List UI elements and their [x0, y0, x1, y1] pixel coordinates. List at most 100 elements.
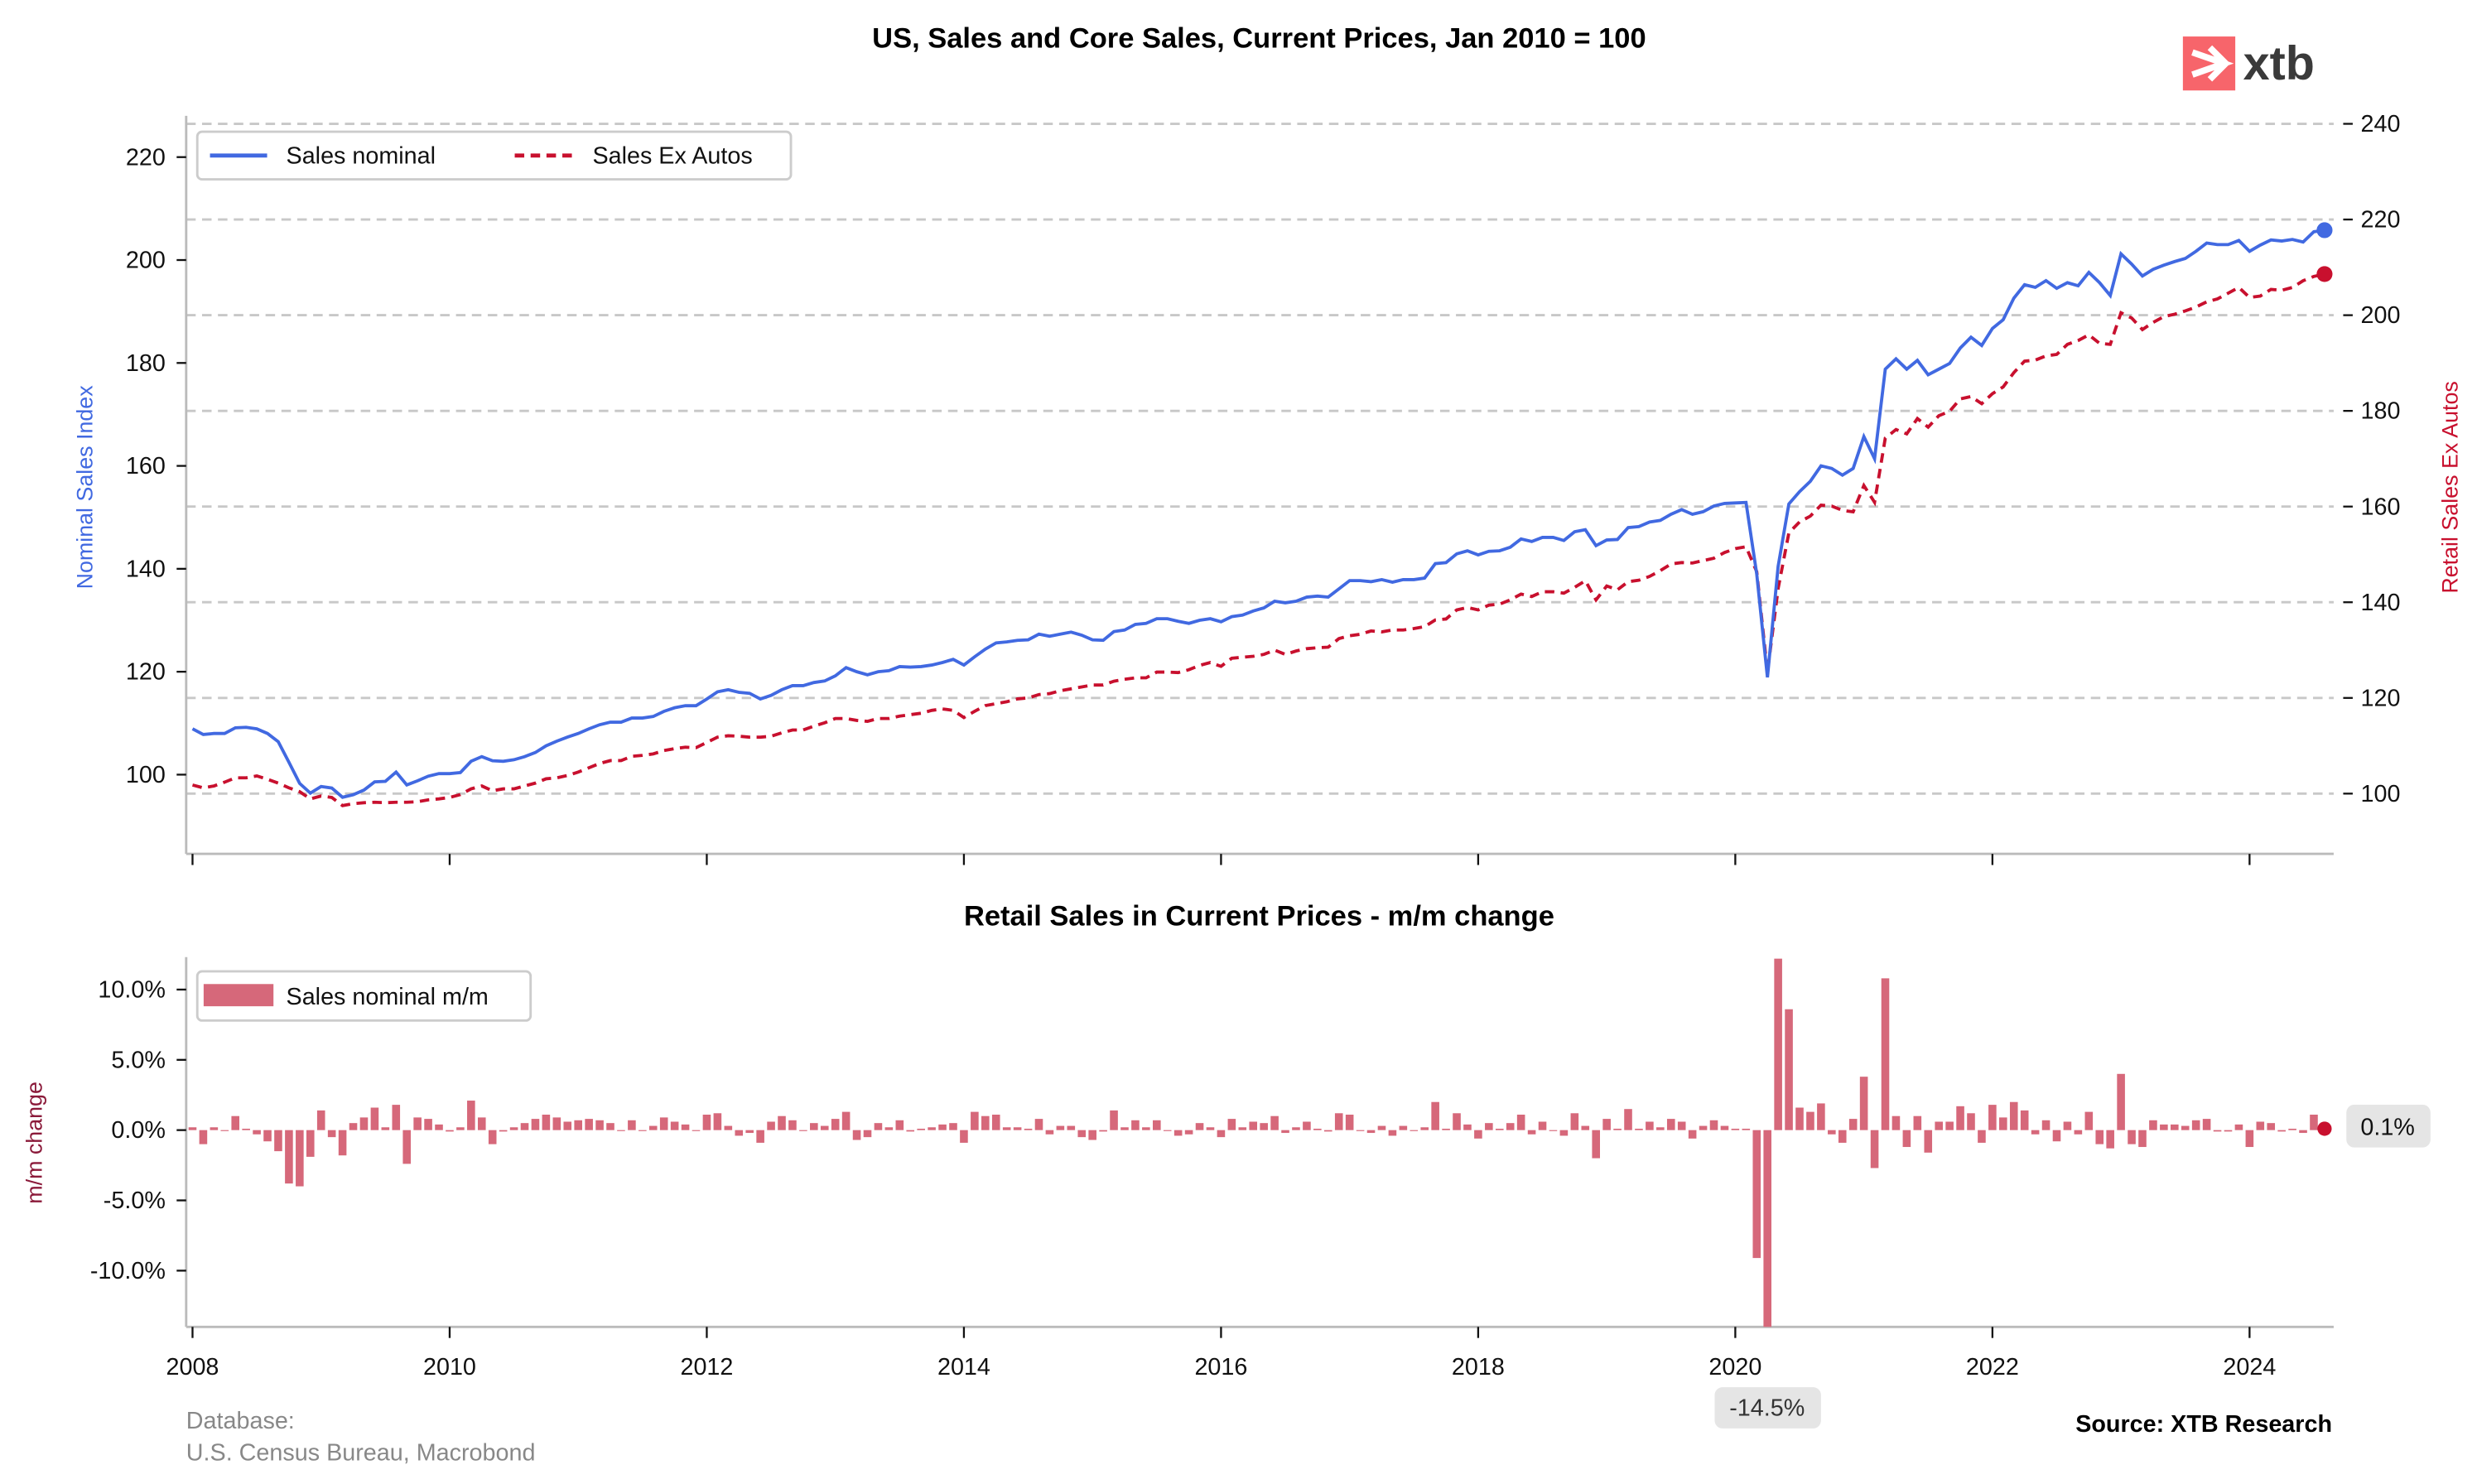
- bar: [2117, 1073, 2125, 1130]
- bar: [1067, 1125, 1076, 1130]
- bar: [520, 1123, 529, 1130]
- left-y-axis-label: Nominal Sales Index: [73, 385, 98, 590]
- bar: [895, 1120, 904, 1130]
- bar: [724, 1125, 733, 1130]
- bar: [1549, 1130, 1558, 1131]
- bar: [1217, 1130, 1226, 1138]
- bar: [1666, 1119, 1675, 1130]
- bar: [1570, 1113, 1579, 1130]
- bar: [1173, 1130, 1183, 1136]
- right-y-axis: 100 120 140 160 180 200 220 240: [2343, 111, 2400, 807]
- bar: [1110, 1110, 1118, 1130]
- bar: [2074, 1130, 2083, 1135]
- bar: [1334, 1113, 1343, 1130]
- bar: [2160, 1124, 2168, 1130]
- bar: [242, 1128, 250, 1130]
- y-tick-label: 120: [126, 659, 166, 686]
- bar: [1399, 1125, 1408, 1130]
- bar: [2267, 1123, 2276, 1130]
- bar-last-point: [2317, 1121, 2332, 1136]
- bar: [788, 1120, 797, 1130]
- y-tick-label: 180: [2361, 398, 2401, 425]
- y-tick-label: -5.0%: [104, 1188, 166, 1214]
- bar: [220, 1130, 229, 1131]
- bar: [1709, 1120, 1718, 1130]
- bar: [767, 1121, 775, 1130]
- bar: [659, 1117, 668, 1130]
- xtb-logo: xtb: [2182, 36, 2315, 91]
- bar: [253, 1130, 261, 1135]
- bar: [1356, 1130, 1365, 1131]
- bar: [1388, 1130, 1397, 1136]
- bar: [210, 1127, 219, 1130]
- bar: [2213, 1130, 2222, 1132]
- bar: [2149, 1120, 2157, 1130]
- bar: [2052, 1130, 2061, 1142]
- bar: [1527, 1130, 1536, 1135]
- bar: [531, 1119, 540, 1130]
- bar: [2288, 1128, 2296, 1130]
- bar: [2063, 1121, 2072, 1130]
- bar: [1013, 1127, 1022, 1130]
- y-tick-label: 120: [2361, 685, 2401, 711]
- bar: [1838, 1130, 1847, 1143]
- bar: [263, 1130, 272, 1142]
- bar: [1249, 1121, 1258, 1130]
- y-tick-label: 200: [2361, 302, 2401, 329]
- bar: [617, 1130, 625, 1131]
- bar: [2191, 1120, 2200, 1130]
- min-value-annotation: -14.5%: [1714, 1387, 1821, 1429]
- y-tick-label: 160: [126, 453, 166, 479]
- bar: [1366, 1130, 1376, 1134]
- bar: [1077, 1130, 1087, 1138]
- bar: [595, 1120, 604, 1130]
- bar: [2181, 1125, 2190, 1130]
- sales-ex-autos-last-point: [2316, 266, 2333, 282]
- legend-label-sales-nominal-mm: Sales nominal m/m: [287, 984, 489, 1010]
- bar: [1699, 1125, 1708, 1130]
- bar: [1313, 1128, 1322, 1130]
- bar: [316, 1110, 325, 1130]
- bar: [381, 1127, 390, 1130]
- bar: [1045, 1130, 1054, 1135]
- bar: [1120, 1127, 1129, 1130]
- bar: [359, 1117, 369, 1130]
- bar: [456, 1127, 465, 1130]
- legend-box: [195, 130, 793, 181]
- bar: [1859, 1077, 1868, 1130]
- bar: [831, 1119, 840, 1130]
- bar-series-sales-nominal-mm: [188, 958, 2329, 1327]
- bar: [296, 1130, 304, 1187]
- bar: [1742, 1128, 1751, 1130]
- bar: [392, 1105, 401, 1130]
- bar: [1163, 1130, 1172, 1131]
- bar: [338, 1130, 347, 1156]
- bar: [370, 1107, 379, 1130]
- last-value-box: [2346, 1104, 2431, 1148]
- bar: [1463, 1124, 1472, 1130]
- bar: [628, 1120, 636, 1130]
- bar: [1323, 1130, 1332, 1132]
- bar: [1913, 1115, 1922, 1130]
- legend-label-sales-ex-autos: Sales Ex Autos: [592, 142, 752, 169]
- bar: [1034, 1119, 1043, 1130]
- bar: [1720, 1125, 1729, 1130]
- bar: [1774, 958, 1782, 1130]
- x-tick-label: 2008: [166, 1354, 219, 1380]
- x-tick-label: 2010: [423, 1354, 476, 1380]
- bar: [349, 1123, 358, 1130]
- top-x-axis: [191, 854, 2251, 865]
- x-tick-label: 2014: [937, 1354, 990, 1380]
- bar: [1592, 1130, 1601, 1159]
- bottom-legend: Sales nominal m/m: [195, 970, 533, 1022]
- bar: [274, 1130, 282, 1152]
- bar: [1956, 1106, 1964, 1130]
- bar: [702, 1114, 711, 1130]
- bar: [499, 1130, 508, 1132]
- y-tick-label: 140: [2361, 590, 2401, 616]
- bar: [906, 1130, 915, 1132]
- sales-nominal-last-point: [2316, 222, 2333, 238]
- bar: [1206, 1127, 1215, 1130]
- bar: [1646, 1121, 1654, 1130]
- y-tick-label: 5.0%: [111, 1047, 166, 1073]
